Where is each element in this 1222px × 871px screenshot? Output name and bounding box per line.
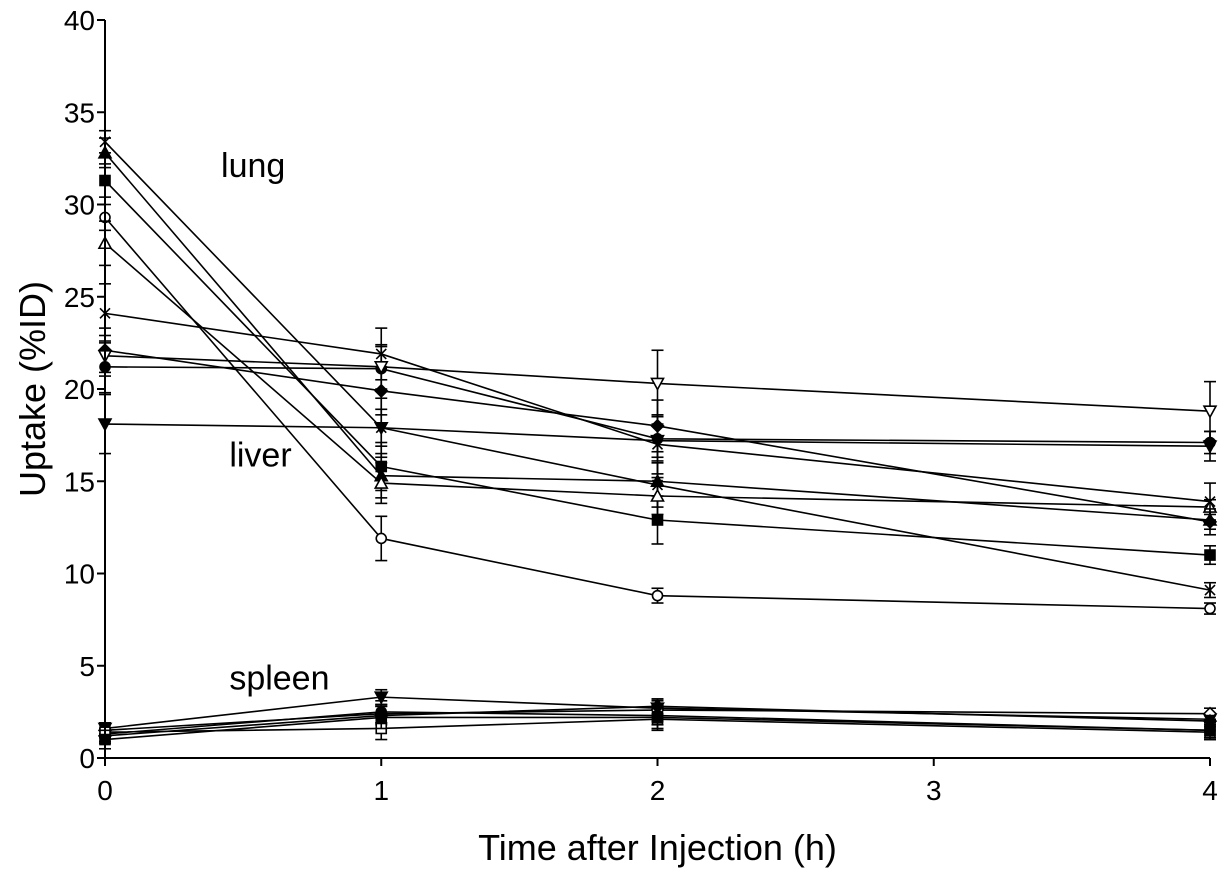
data-point-filled-inverted-triangle: [373, 691, 389, 705]
series-line: [104, 366, 1211, 444]
data-point-filled-square: [1204, 724, 1216, 737]
series-line: [104, 716, 1211, 741]
data-point-filled-inverted-triangle: [1202, 440, 1218, 454]
series-line: [104, 711, 1211, 735]
data-point-open-circle: [375, 532, 388, 545]
x-tick-label: 0: [97, 775, 113, 806]
series-line: [104, 354, 1211, 412]
data-point-filled-square: [651, 711, 664, 724]
y-tick-label: 15: [64, 466, 95, 497]
x-tick-label: 3: [926, 775, 942, 806]
y-tick-label: 5: [79, 651, 95, 682]
tick-group: 0 5 10 15 20 25 30 35 40 0 1 2 3 4: [64, 5, 1218, 806]
series-line: [104, 216, 1211, 610]
data-point-open-circle: [651, 589, 664, 602]
series-liver-9: [97, 334, 1218, 442]
data-point-open-inverted-triangle: [1202, 405, 1218, 419]
series-line: [104, 423, 1211, 447]
y-tick-label: 30: [64, 190, 95, 221]
annotation-lung: lung: [221, 147, 285, 185]
data-point-x: [1204, 495, 1216, 508]
y-tick-label: 35: [64, 97, 95, 128]
data-point-filled-square: [651, 514, 664, 526]
series-line: [104, 705, 1211, 737]
data-point-filled-inverted-triangle: [650, 434, 665, 449]
y-tick-label: 20: [64, 374, 95, 405]
series-lung-4: [99, 203, 1216, 615]
x-tick-label: 2: [650, 775, 666, 806]
series-line: [104, 152, 1211, 521]
series-line: [104, 349, 1211, 523]
data-point-asterisk: [1204, 584, 1216, 597]
data-point-open-triangle: [650, 488, 665, 502]
y-tick-label: 10: [64, 559, 95, 590]
series-line: [104, 312, 1211, 503]
y-tick-label: 40: [64, 5, 95, 36]
x-tick-label: 4: [1202, 775, 1218, 806]
annotation-group: lung liver spleen: [221, 147, 329, 698]
x-tick-label: 1: [373, 775, 389, 806]
data-point-filled-diamond: [1202, 514, 1218, 529]
x-axis-title: Time after Injection (h): [478, 827, 837, 868]
y-tick-label: 25: [64, 282, 95, 313]
series-line: [104, 718, 1211, 733]
annotation-liver: liver: [229, 436, 291, 474]
series-group: [97, 129, 1218, 750]
data-point-filled-inverted-triangle: [373, 421, 389, 436]
y-axis-title: Uptake (%ID): [12, 281, 53, 497]
data-point-open-inverted-triangle: [650, 377, 665, 392]
y-tick-label: 0: [79, 743, 95, 774]
data-point-filled-square: [1204, 549, 1216, 561]
data-point-open-circle: [1204, 602, 1216, 615]
series-line: [104, 242, 1211, 508]
data-point-open-triangle: [373, 475, 389, 489]
series-line: [104, 179, 1211, 556]
annotation-spleen: spleen: [229, 660, 329, 698]
data-point-filled-square: [375, 711, 388, 724]
data-point-open-inverted-triangle: [373, 361, 389, 375]
series-line: [104, 709, 1211, 732]
